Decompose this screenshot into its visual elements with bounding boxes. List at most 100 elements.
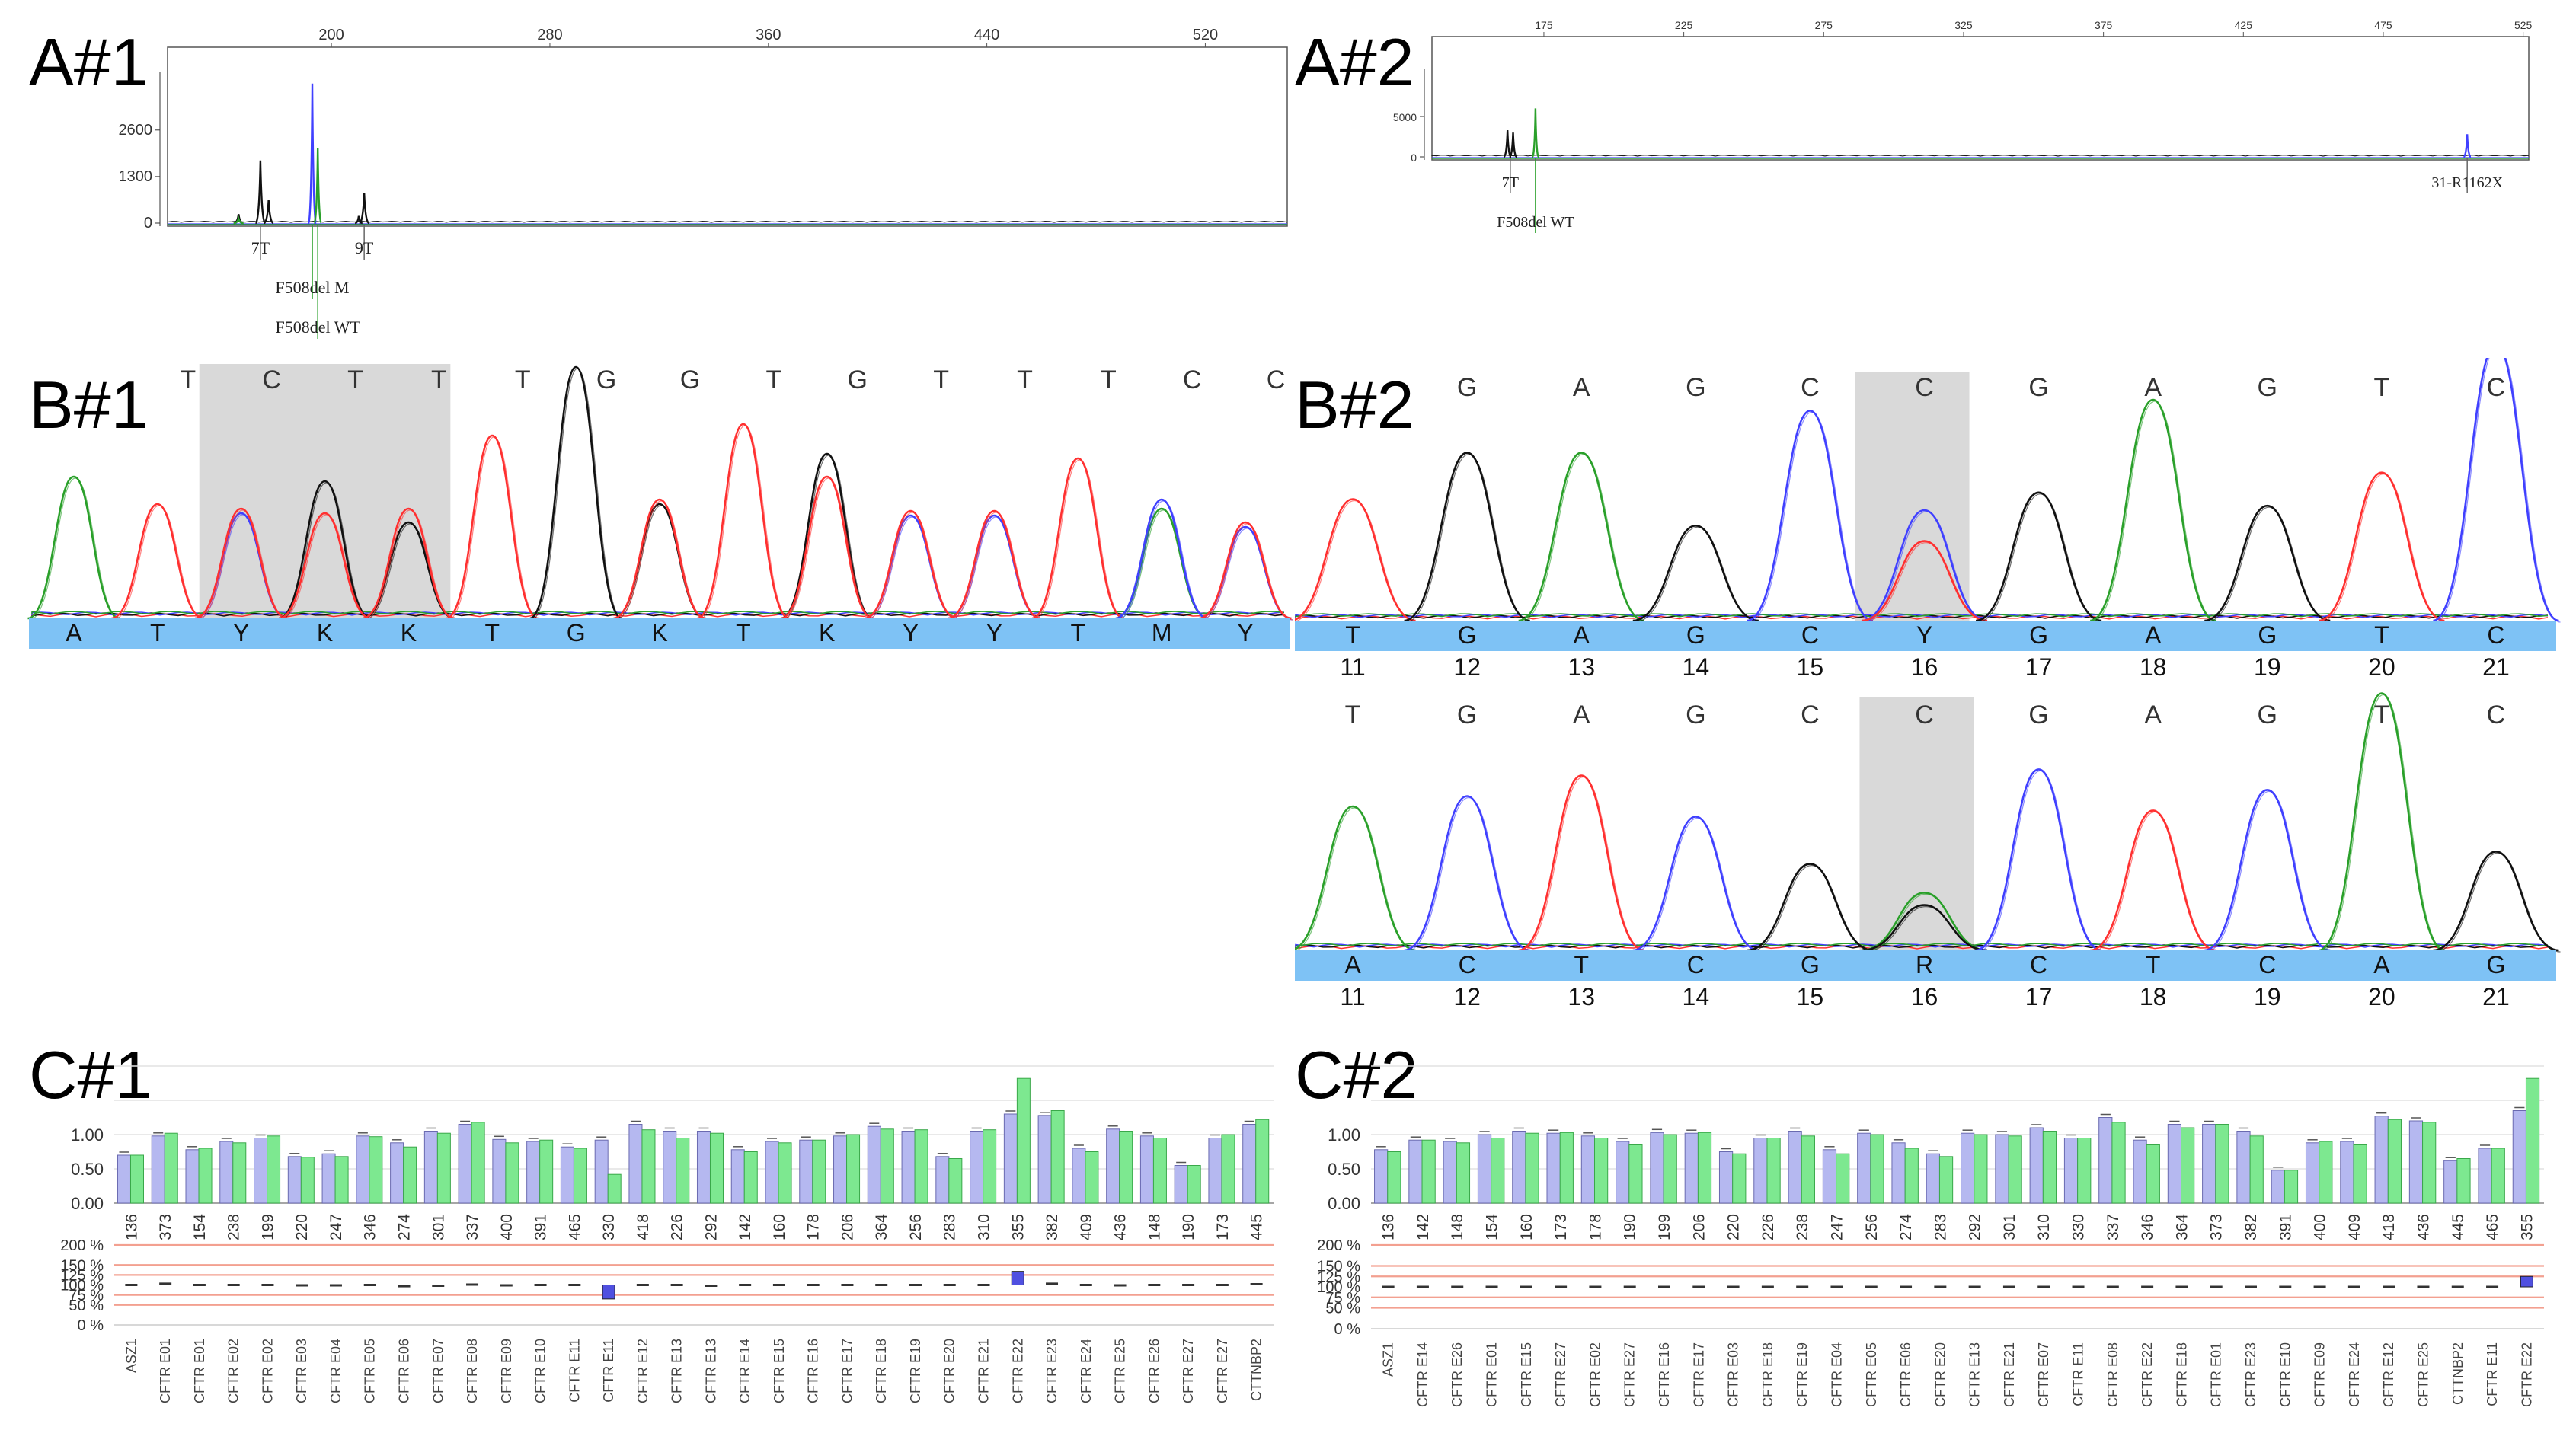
trace-peak (1503, 129, 1512, 158)
bar-series-1 (1891, 1142, 1906, 1204)
peak-marker-label: 7T (251, 238, 270, 257)
probe-name-label: CFTR E03 (1726, 1342, 1741, 1407)
base-position: 19 (2254, 983, 2281, 1010)
y-tick-label: 2600 (119, 122, 153, 139)
plot-frame (1431, 36, 2530, 161)
probe-size-label: 310 (976, 1214, 993, 1240)
probe-name-label: CFTR E08 (465, 1339, 480, 1403)
reference-base: G (1457, 373, 1477, 402)
probe-name-label: CFTR E21 (2002, 1342, 2017, 1407)
bar-series-2 (1187, 1165, 1201, 1204)
bar-series-1 (560, 1146, 574, 1204)
called-base: G (2258, 621, 2277, 649)
bar-series-2 (1801, 1135, 1815, 1204)
bar-series-2 (948, 1158, 963, 1204)
trace-peak-shadow (2434, 358, 2561, 623)
probe-name-label: CFTR E11 (601, 1339, 616, 1403)
x-tick-label: 325 (1954, 19, 1973, 31)
probe-size-label: 226 (669, 1214, 686, 1240)
bar-series-1 (1616, 1141, 1630, 1204)
bar-series-1 (696, 1131, 711, 1204)
probe-name-label: ASZ1 (1381, 1342, 1396, 1377)
probe-size-label: 256 (1863, 1214, 1881, 1240)
trace-peak-shadow (1748, 864, 1874, 953)
peak-marker-label: 9T (355, 238, 374, 257)
base-position: 17 (2025, 653, 2053, 681)
reference-base: G (2258, 373, 2277, 402)
base-position: 21 (2482, 983, 2510, 1010)
bar-series-2 (1766, 1138, 1781, 1204)
bar-series-1 (1995, 1134, 2009, 1204)
base-call-strip (1295, 621, 2556, 651)
trace-baseline (1295, 613, 2549, 618)
probe-size-label: 465 (566, 1214, 583, 1240)
base-position: 18 (2140, 653, 2167, 681)
probe-name-label: CFTR E23 (1044, 1339, 1059, 1403)
probe-name-label: CFTR E17 (839, 1339, 855, 1403)
probe-size-label: 220 (293, 1214, 311, 1240)
bar-series-2 (403, 1146, 417, 1204)
reference-base: C (1183, 365, 1202, 394)
ratio-tick-label: 200 % (1317, 1237, 1360, 1254)
trace-peak-shadow (1748, 411, 1875, 623)
bar-series-1 (117, 1154, 131, 1204)
base-position: 15 (1797, 653, 1824, 681)
trace-baseline (31, 612, 1285, 617)
trace-peak (354, 215, 363, 225)
probe-name-label: CFTR E25 (1113, 1339, 1128, 1403)
probe-name-label: CFTR E07 (2036, 1342, 2051, 1407)
x-tick-label: 475 (2374, 19, 2392, 31)
trace-peak (359, 193, 370, 225)
called-base: A (66, 619, 82, 646)
base-call-strip (29, 618, 1290, 649)
trace-peak-shadow (866, 512, 959, 621)
bar-series-1 (1208, 1138, 1222, 1204)
probe-size-label: 373 (2208, 1214, 2226, 1240)
panel-label-a1: A#1 (29, 24, 149, 100)
ratio-tick-label: 75 % (1325, 1290, 1360, 1307)
probe-size-label: 337 (2105, 1214, 2122, 1240)
x-tick-label: 360 (756, 27, 781, 43)
trace-peak (2319, 471, 2445, 622)
probe-name-label: CFTR E01 (2209, 1342, 2224, 1407)
bar-series-1 (185, 1149, 200, 1204)
trace-peak (1632, 524, 1759, 622)
probe-name-label: CFTR E01 (192, 1339, 207, 1403)
reference-base: T (1345, 701, 1361, 729)
trace-peak-shadow (2434, 852, 2561, 953)
bar-series-1 (1822, 1149, 1837, 1204)
bar-series-2 (2042, 1131, 2057, 1204)
probe-size-label: 409 (2346, 1214, 2363, 1240)
bar-series-2 (846, 1134, 861, 1204)
trace-peak (1295, 805, 1416, 952)
trace-peak (1861, 540, 1988, 622)
trace-peak (278, 480, 372, 620)
trace-peak-shadow (1862, 905, 1990, 953)
bar-series-1 (2029, 1127, 2044, 1204)
called-base: C (1687, 951, 1705, 978)
trace-peak (529, 365, 623, 620)
called-base: Y (986, 619, 1002, 646)
ratio-tick-label: 50 % (69, 1298, 104, 1314)
trace-peak-shadow (29, 477, 122, 621)
trace-peak-shadow (1295, 500, 1417, 623)
reference-base: C (2487, 373, 2506, 402)
trace-peak (233, 215, 244, 225)
trace-peak-shadow (1295, 807, 1417, 953)
probe-size-label: 142 (737, 1214, 754, 1240)
bar-series-2 (2422, 1122, 2437, 1204)
x-tick-label: 525 (2514, 19, 2533, 31)
bar-series-1 (935, 1156, 950, 1204)
trace-peak (1199, 521, 1292, 620)
base-position: 19 (2254, 653, 2281, 681)
bar-series-1 (2098, 1117, 2113, 1204)
probe-size-label: 154 (1484, 1214, 1501, 1240)
bar-series-2 (1085, 1151, 1099, 1204)
ratio-tick-label: 50 % (1325, 1301, 1360, 1317)
bar-series-1 (2443, 1160, 2458, 1204)
probe-size-label: 247 (1828, 1214, 1846, 1240)
called-base: K (819, 619, 835, 646)
probe-size-label: 148 (1146, 1214, 1163, 1240)
trace-peak (1861, 509, 1988, 622)
reference-base: T (765, 365, 781, 394)
